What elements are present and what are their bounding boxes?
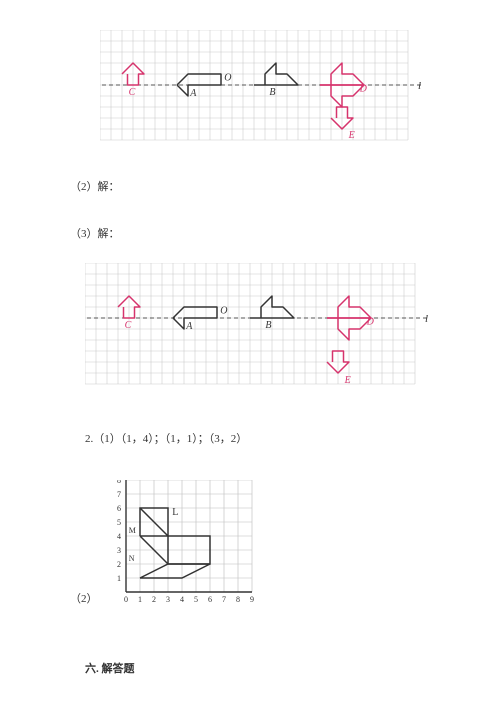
svg-text:L: L: [172, 507, 178, 518]
svg-text:N: N: [129, 554, 135, 563]
svg-text:9: 9: [250, 595, 254, 604]
axis-label-l-mid: l: [425, 313, 428, 325]
svg-text:5: 5: [194, 595, 198, 604]
label-item-2-2: （2）: [70, 590, 98, 606]
svg-text:5: 5: [117, 518, 121, 527]
svg-text:B: B: [269, 87, 275, 98]
svg-text:2: 2: [152, 595, 156, 604]
label-solution-3: （3）解：: [70, 225, 120, 241]
svg-text:4: 4: [180, 595, 184, 604]
svg-text:A: A: [189, 88, 197, 99]
svg-text:A: A: [185, 321, 193, 332]
figure-grid-mid: CAOBDE: [85, 263, 435, 396]
svg-text:M: M: [129, 526, 136, 535]
svg-text:2: 2: [117, 560, 121, 569]
svg-text:6: 6: [208, 595, 212, 604]
svg-text:4: 4: [117, 532, 121, 541]
svg-text:C: C: [129, 87, 136, 98]
figure-coord-grid: 0 1 2 3 4 5 6 7 8 9 1 2 3 4 5 6 7 8 L M N: [110, 480, 260, 616]
label-item-2-1: 2.（1）（1，4）；（1，1）；（3，2）: [85, 430, 247, 446]
svg-text:O: O: [220, 306, 227, 317]
svg-text:8: 8: [236, 595, 240, 604]
svg-text:0: 0: [124, 595, 128, 604]
svg-text:C: C: [125, 320, 132, 331]
section-6-heading: 六. 解答题: [85, 660, 135, 676]
svg-text:8: 8: [117, 480, 121, 485]
svg-text:E: E: [344, 375, 351, 386]
figure-grid-top: CAOBDE: [100, 30, 428, 152]
svg-text:E: E: [348, 130, 355, 141]
svg-text:1: 1: [138, 595, 142, 604]
label-solution-2: （2）解：: [70, 178, 120, 194]
svg-text:1: 1: [117, 574, 121, 583]
svg-text:B: B: [265, 320, 271, 331]
svg-text:6: 6: [117, 504, 121, 513]
svg-text:7: 7: [117, 490, 121, 499]
svg-text:O: O: [224, 73, 231, 84]
svg-text:7: 7: [222, 595, 226, 604]
svg-text:3: 3: [117, 546, 121, 555]
axis-label-l-top: l: [418, 80, 421, 92]
svg-text:3: 3: [166, 595, 170, 604]
